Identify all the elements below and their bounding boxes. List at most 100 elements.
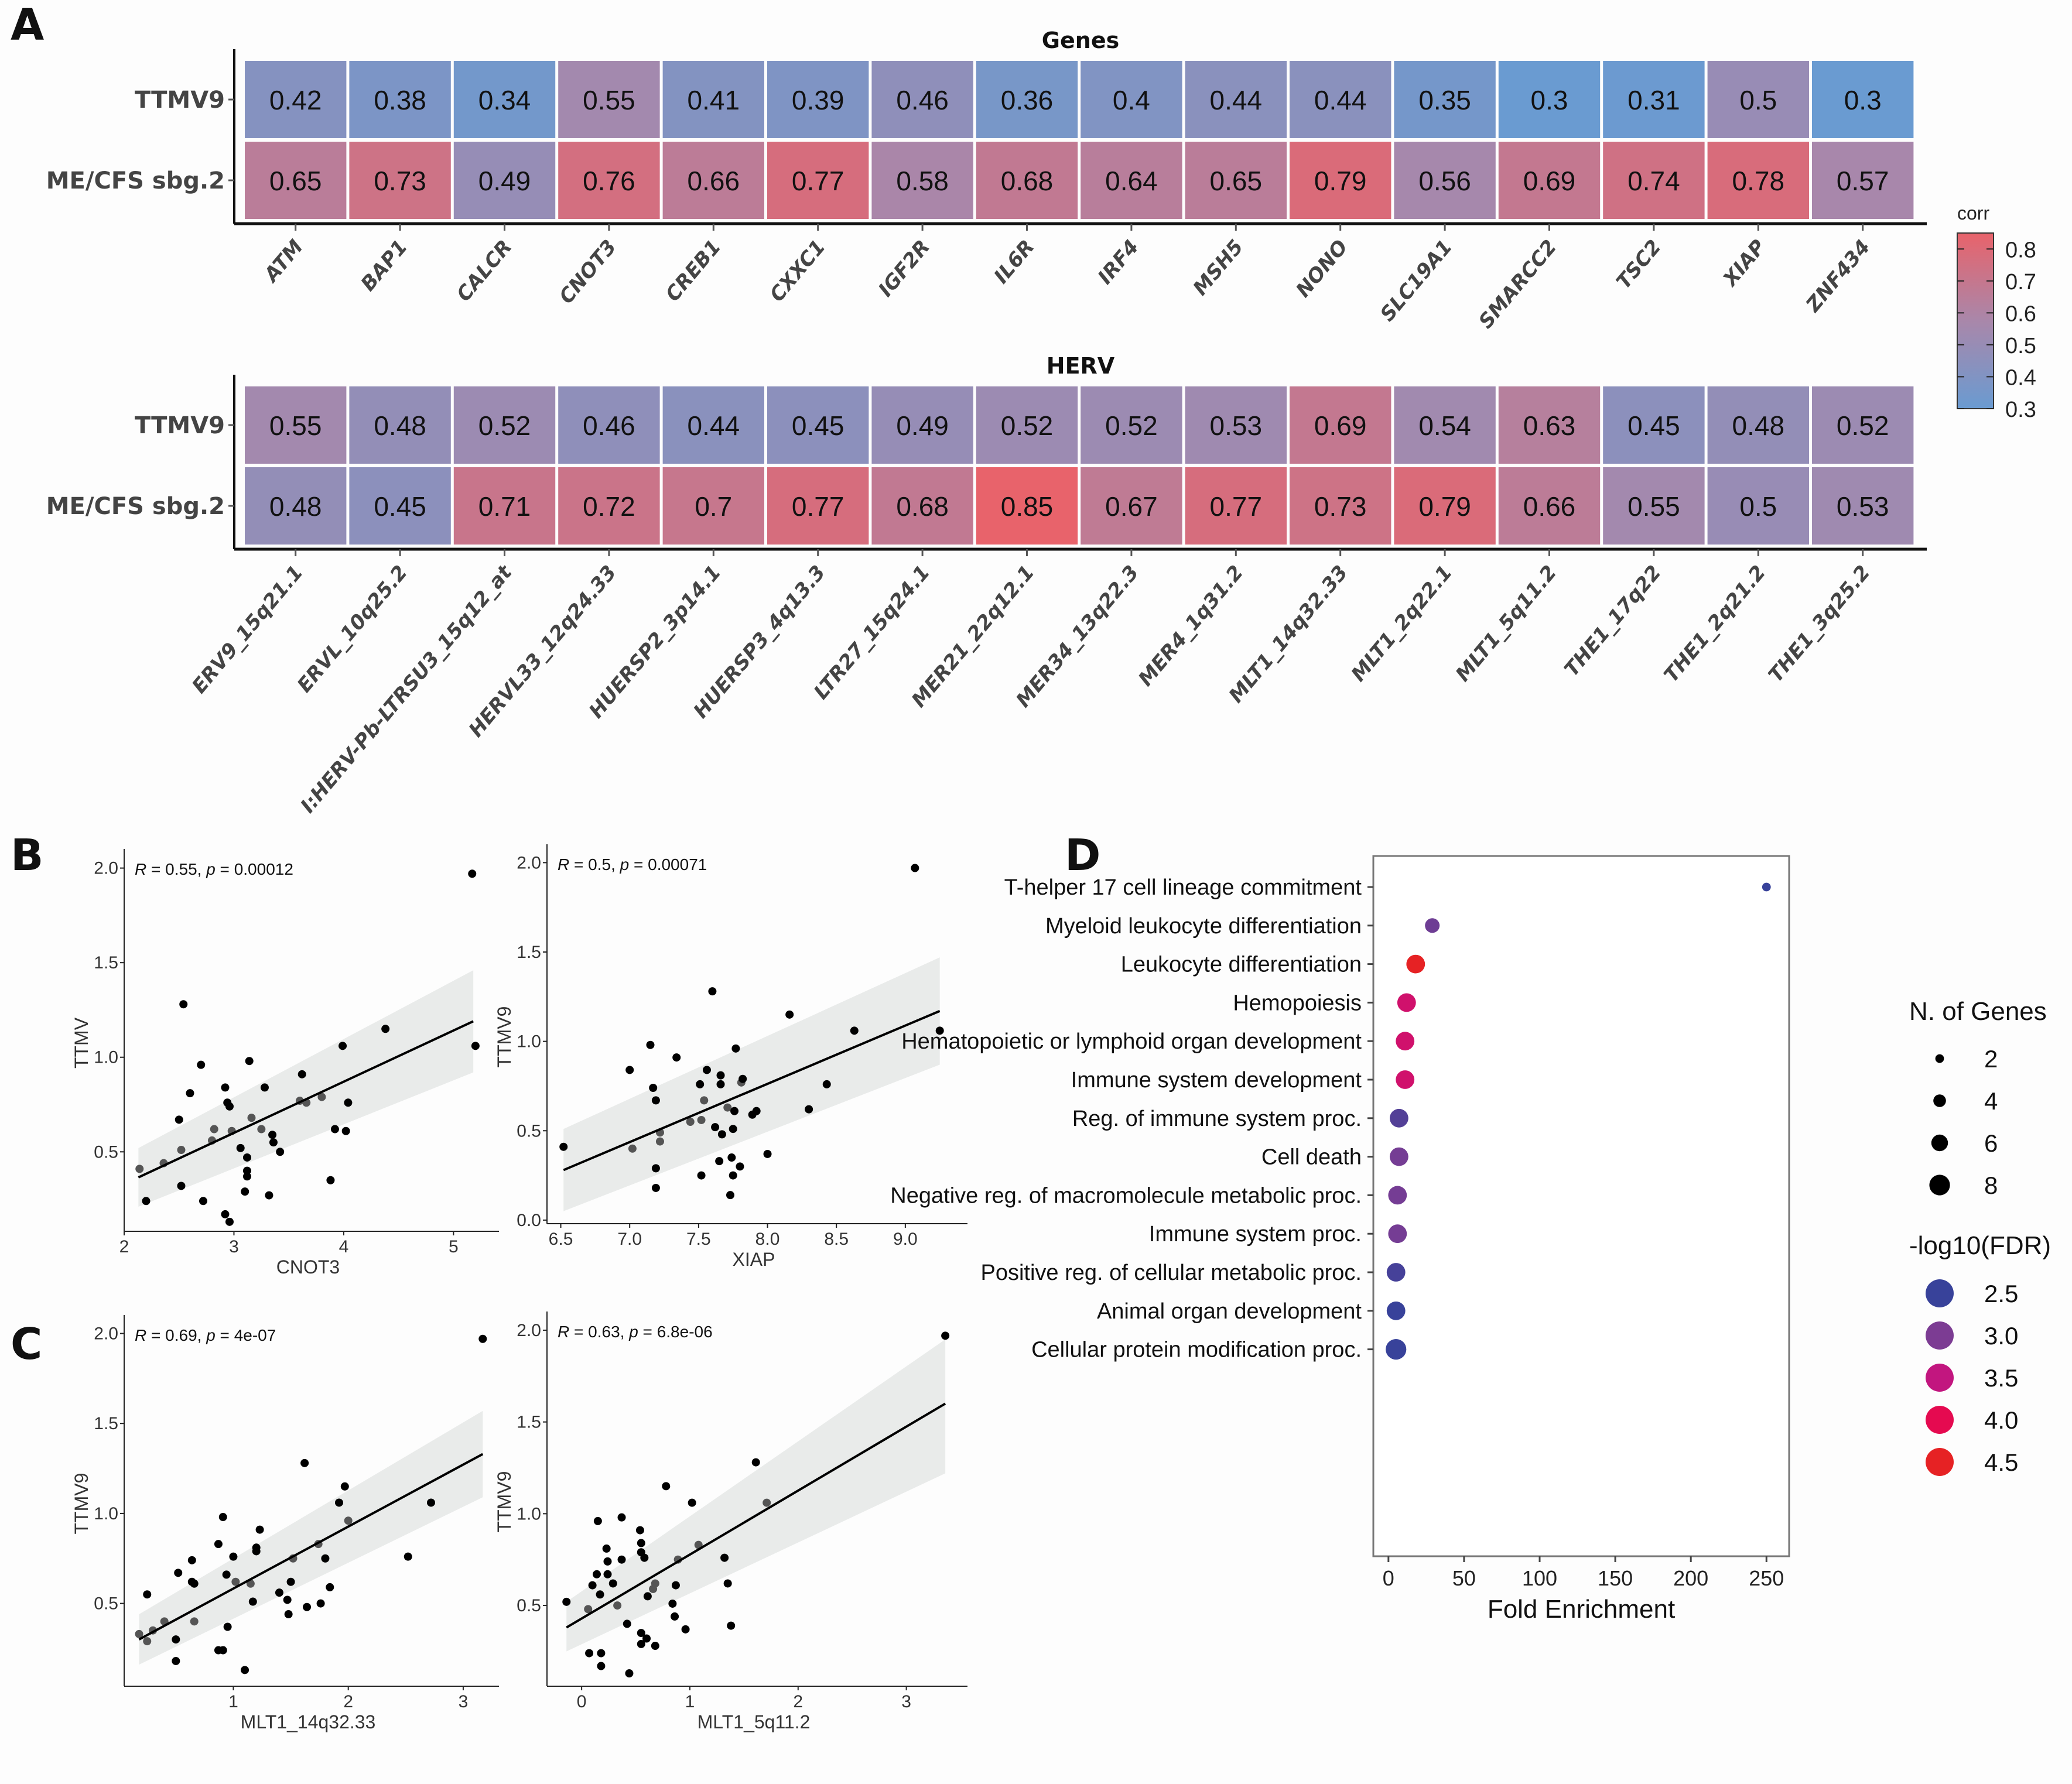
- data-point: [143, 1590, 152, 1599]
- heatmap-cell-value: 0.3: [1844, 85, 1882, 115]
- size-legend-label: 8: [1984, 1172, 1998, 1199]
- size-legend-label: 2: [1984, 1045, 1998, 1073]
- data-point: [662, 1482, 671, 1491]
- x-tick-label: 8.0: [755, 1230, 780, 1249]
- heatmap-column-label: MLT1_14q32.33: [1225, 561, 1353, 707]
- heatmap-column-label: IGF2R: [874, 235, 935, 302]
- color-legend-key: [1926, 1279, 1954, 1307]
- data-point: [339, 1042, 347, 1050]
- heatmap-cell: [871, 142, 973, 219]
- y-tick-label: 2.0: [94, 1324, 118, 1344]
- heatmap-cell: [1603, 467, 1705, 545]
- heatmap-cell: [1185, 61, 1287, 138]
- heatmap-cell-value: 0.41: [688, 85, 740, 115]
- data-point: [686, 1118, 695, 1126]
- data-point: [241, 1187, 249, 1196]
- heatmap-cell: [871, 386, 973, 464]
- correlation-annotation: R = 0.55, p = 0.00012: [135, 860, 293, 878]
- term-label: Myeloid leukocyte differentiation: [1045, 914, 1362, 939]
- confidence-band: [563, 957, 940, 1211]
- heatmap-cell-value: 0.54: [1418, 410, 1471, 441]
- heatmap-cell-value: 0.44: [1210, 85, 1263, 115]
- data-point: [651, 1183, 660, 1192]
- heatmap-column-label: IL6R: [990, 235, 1040, 288]
- heatmap-cell-value: 0.85: [1001, 491, 1054, 522]
- data-point: [729, 1125, 737, 1134]
- heatmap-column-label: ATM: [259, 235, 308, 287]
- heatmap-cell-value: 0.66: [1523, 491, 1576, 522]
- size-legend-title: N. of Genes: [1909, 997, 2047, 1026]
- data-point: [651, 1096, 660, 1105]
- size-legend-key: [1931, 1134, 1948, 1152]
- heatmap-column-label: CALCR: [452, 235, 517, 306]
- size-legend-key: [1935, 1054, 1944, 1063]
- heatmap-cell: [1185, 467, 1287, 545]
- color-legend-title: -log10(FDR): [1909, 1231, 2051, 1260]
- data-point: [172, 1656, 180, 1665]
- heatmap-cell-value: 0.77: [792, 491, 844, 522]
- heatmap-cell-value: 0.72: [583, 491, 635, 522]
- heatmap-column-label: CXXC1: [765, 235, 830, 306]
- data-point: [715, 1157, 724, 1166]
- data-point: [268, 1131, 277, 1139]
- enrichment-dot: [1388, 1224, 1407, 1244]
- data-point: [617, 1513, 626, 1522]
- y-tick-label: 2.0: [517, 1321, 541, 1340]
- color-legend-key: [1926, 1448, 1954, 1476]
- x-tick-label: 4: [339, 1237, 349, 1256]
- data-point: [646, 1040, 655, 1049]
- data-point: [672, 1053, 681, 1062]
- heatmap-cell: [453, 61, 556, 138]
- heatmap-genes: Genes TTMV9 0.42 0.38 0.34 0.55 0.41 0.39 0.46 0.…: [46, 28, 1927, 333]
- data-point: [681, 1625, 690, 1634]
- data-point: [651, 1579, 659, 1588]
- y-tick-label: 1.5: [94, 953, 118, 973]
- heatmap-cell: [767, 61, 869, 138]
- data-point: [637, 1639, 645, 1648]
- heatmap-column-label: LTR27_15q24.1: [809, 561, 935, 704]
- heatmap-cell-value: 0.42: [269, 85, 322, 115]
- regression-line: [138, 1020, 474, 1179]
- data-point: [242, 1166, 251, 1175]
- data-point: [326, 1583, 334, 1591]
- data-point: [625, 1066, 634, 1074]
- term-label: Animal organ development: [1097, 1299, 1362, 1324]
- data-point: [597, 1649, 606, 1658]
- heatmap-cell-value: 0.58: [896, 166, 949, 196]
- y-tick-label: 1.5: [517, 943, 541, 962]
- p-symbol: p: [620, 855, 630, 874]
- heatmap-row-label: TTMV9: [135, 87, 225, 114]
- heatmap-cell-value: 0.5: [1739, 85, 1777, 115]
- data-point: [559, 1142, 568, 1151]
- data-point: [738, 1074, 747, 1083]
- heatmap-cell: [558, 61, 660, 138]
- x-tick-label: 9.0: [893, 1230, 918, 1249]
- data-point: [822, 1080, 831, 1088]
- x-tick-label: 1: [685, 1692, 695, 1711]
- r-value: = 0.55,: [146, 860, 206, 878]
- data-point: [637, 1539, 645, 1547]
- heatmap-cell: [349, 61, 451, 138]
- term-label: Hemopoiesis: [1233, 991, 1362, 1015]
- data-point: [625, 1669, 634, 1678]
- heatmap-cell: [1290, 142, 1391, 219]
- y-axis-label: TTMV: [71, 1017, 92, 1069]
- data-point: [935, 1026, 944, 1035]
- size-legend-label: 6: [1984, 1129, 1998, 1157]
- heatmap-row-label: ME/CFS sbg.2: [46, 167, 225, 194]
- heatmap-cell-value: 0.55: [269, 410, 322, 441]
- data-point: [697, 1115, 706, 1124]
- color-legend-label: 4.0: [1984, 1406, 2018, 1434]
- data-point: [727, 1621, 736, 1630]
- data-point: [642, 1634, 651, 1643]
- heatmap-column-label: ZNF434: [1801, 235, 1875, 317]
- heatmap-cell-value: 0.35: [1418, 85, 1471, 115]
- heatmap-column-label: I:HERV-Pb-LTRSU3_15q12_at: [296, 560, 517, 818]
- data-point: [613, 1601, 622, 1610]
- heatmap-cell: [1603, 142, 1705, 219]
- heatmap-cell: [349, 467, 451, 545]
- confidence-band: [138, 970, 474, 1207]
- heatmap-cell-value: 0.52: [1837, 410, 1889, 441]
- colorbar-tick-label: 0.5: [2005, 334, 2036, 358]
- data-point: [637, 1629, 645, 1638]
